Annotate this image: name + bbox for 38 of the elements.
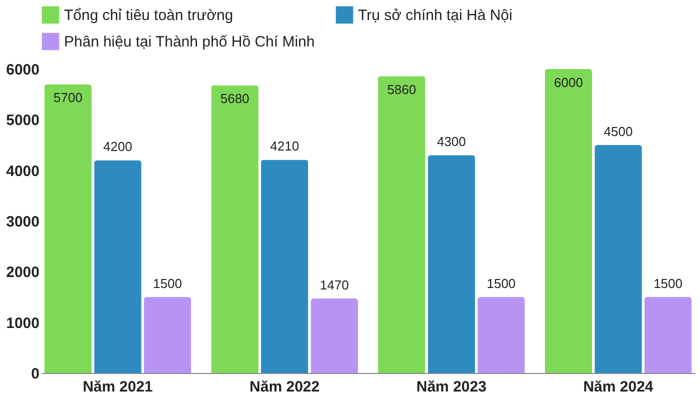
data-label: 5680 — [220, 91, 250, 106]
y-tick-label: 6000 — [6, 62, 40, 78]
data-label: 1500 — [486, 276, 516, 291]
data-label: 6000 — [554, 75, 583, 90]
y-tick-label: 0 — [31, 366, 40, 382]
y-tick-label: 4000 — [6, 162, 40, 180]
data-label: 5700 — [54, 90, 82, 106]
data-label: 1470 — [320, 278, 349, 293]
x-tick-label: Năm 2021 — [82, 378, 153, 396]
y-tick-label: 1000 — [6, 314, 40, 332]
data-label: 1500 — [654, 276, 682, 291]
legend-label: Phân hiệu tại Thành phố Hồ Chí Minh — [64, 34, 315, 50]
bar — [94, 160, 142, 373]
bar — [644, 297, 692, 373]
bar — [478, 297, 525, 373]
y-tick-label: 5000 — [6, 112, 40, 130]
bar — [544, 69, 592, 373]
bar — [428, 155, 476, 373]
data-label: 1500 — [153, 276, 182, 291]
x-tick-label: Năm 2023 — [416, 378, 486, 396]
bar — [310, 298, 358, 373]
data-label: 4210 — [270, 138, 300, 154]
x-tick-label: Năm 2024 — [583, 378, 654, 396]
bar — [44, 84, 92, 373]
data-label: 4500 — [604, 124, 633, 139]
x-tick-label: Năm 2022 — [250, 378, 320, 396]
y-tick-label: 2000 — [6, 264, 40, 282]
bar — [378, 76, 426, 373]
y-tick-label: 3000 — [6, 214, 40, 230]
bar — [211, 85, 258, 373]
legend-label: Tổng chỉ tiêu toàn trường — [64, 6, 234, 24]
data-label: 4300 — [436, 134, 466, 150]
bar — [594, 145, 642, 373]
bar — [260, 160, 308, 373]
data-label: 4200 — [103, 139, 132, 154]
bar — [144, 297, 192, 373]
legend-label: Trụ sở chính tại Hà Nội — [358, 6, 512, 24]
data-label: 5860 — [387, 82, 416, 98]
